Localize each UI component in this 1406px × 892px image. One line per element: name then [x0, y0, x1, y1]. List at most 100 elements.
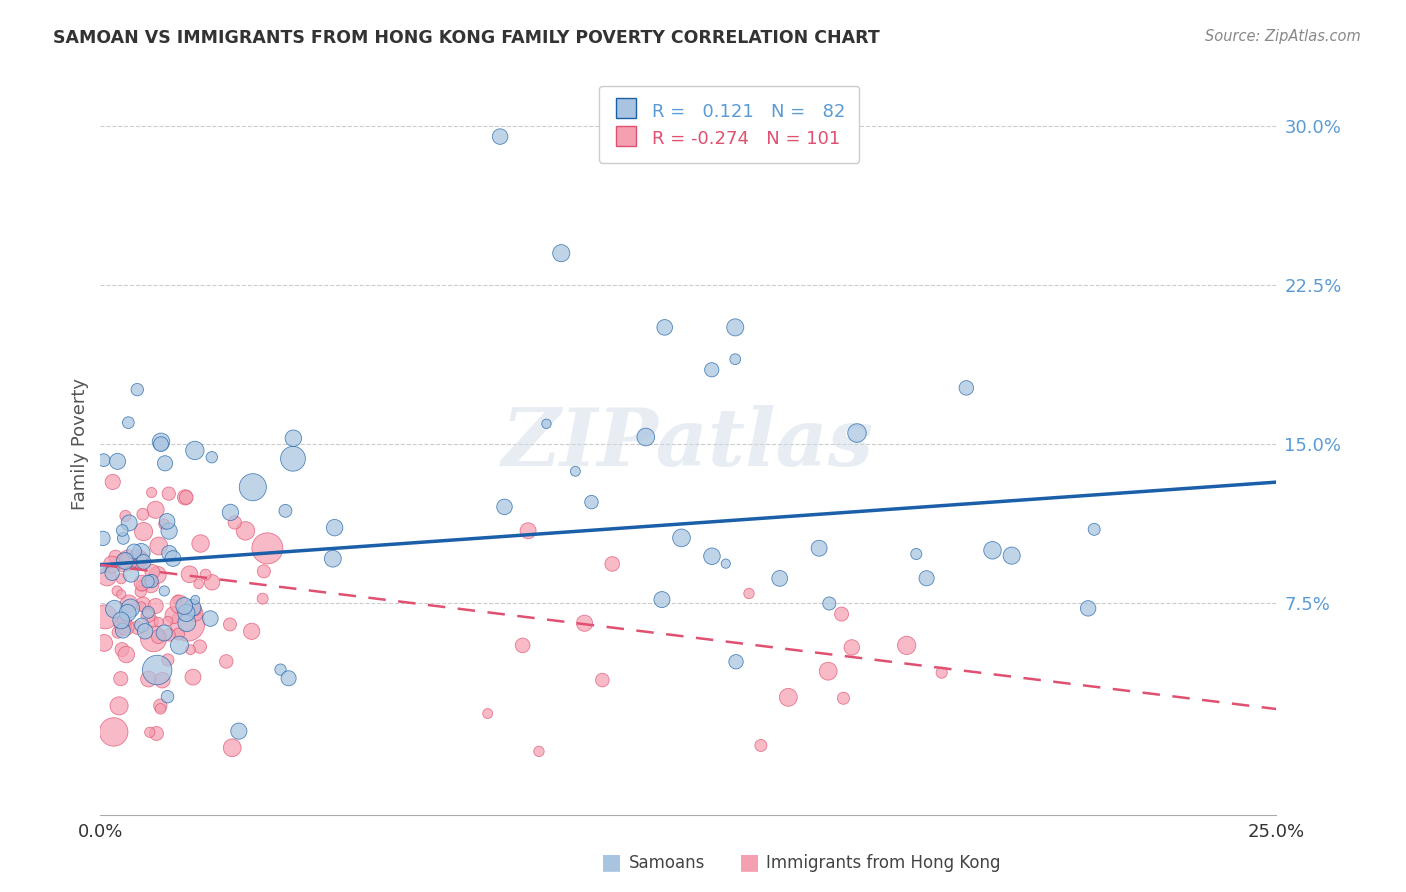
Point	[173, 602, 195, 616]
Point	[108, 698, 131, 713]
Point	[134, 624, 156, 639]
Point	[153, 456, 176, 470]
Point	[104, 549, 127, 564]
Point	[169, 638, 191, 652]
Point	[270, 663, 292, 677]
Point	[110, 587, 132, 601]
Point	[749, 739, 772, 753]
Point	[114, 620, 136, 634]
Point	[184, 443, 207, 458]
Point	[224, 516, 246, 530]
Point	[654, 320, 676, 334]
Point	[591, 673, 613, 687]
Point	[240, 624, 263, 639]
Point	[145, 599, 167, 613]
Point	[700, 549, 723, 564]
Point	[817, 664, 839, 678]
Point	[724, 320, 747, 334]
Point	[131, 579, 153, 593]
Point	[149, 702, 172, 716]
Point	[700, 363, 723, 377]
Point	[162, 551, 184, 566]
Point	[127, 551, 149, 566]
Point	[235, 524, 257, 538]
Point	[142, 632, 165, 646]
Point	[201, 575, 224, 590]
Point	[157, 524, 180, 538]
Point	[114, 508, 136, 523]
Text: Source: ZipAtlas.com: Source: ZipAtlas.com	[1205, 29, 1361, 44]
Point	[145, 726, 167, 740]
Point	[166, 592, 188, 607]
Point	[101, 566, 124, 581]
Point	[93, 636, 115, 650]
Point	[150, 673, 173, 688]
Point	[117, 552, 139, 566]
Point	[808, 541, 831, 556]
Point	[118, 516, 141, 530]
Point	[176, 617, 198, 632]
Point	[179, 567, 201, 582]
Point	[148, 630, 170, 644]
Point	[131, 618, 153, 632]
Point	[778, 690, 800, 705]
Point	[141, 614, 163, 628]
Point	[841, 640, 863, 655]
Point	[112, 556, 135, 570]
Text: Samoans: Samoans	[628, 855, 704, 872]
Point	[527, 744, 550, 758]
Point	[651, 592, 673, 607]
Text: ZIPatlas: ZIPatlas	[502, 405, 875, 483]
Point	[277, 671, 299, 685]
Point	[184, 607, 207, 621]
Point	[181, 670, 204, 684]
Point	[846, 425, 869, 440]
Point	[139, 573, 162, 587]
Point	[120, 567, 142, 582]
Point	[215, 655, 238, 669]
Point	[110, 572, 132, 586]
Point	[769, 571, 792, 585]
Point	[219, 617, 242, 632]
Y-axis label: Family Poverty: Family Poverty	[72, 378, 89, 510]
Point	[138, 672, 160, 686]
Point	[114, 554, 136, 568]
Point	[114, 614, 136, 628]
Point	[671, 531, 693, 545]
Point	[256, 541, 278, 556]
Point	[110, 672, 132, 686]
Point	[219, 505, 242, 519]
Point	[132, 508, 155, 522]
Point	[1083, 522, 1105, 536]
Point	[117, 606, 139, 620]
Point	[132, 555, 155, 569]
Point	[156, 653, 179, 667]
Point	[981, 543, 1004, 558]
Point	[184, 602, 207, 616]
Point	[174, 491, 197, 505]
Point	[831, 607, 853, 621]
Point	[148, 615, 170, 629]
Point	[167, 627, 190, 641]
Point	[105, 584, 128, 599]
Point	[90, 561, 112, 575]
Point	[117, 555, 139, 569]
Point	[176, 606, 198, 620]
Point	[122, 544, 145, 558]
Point	[156, 614, 179, 628]
Point	[169, 598, 191, 612]
Legend: R =   0.121   N =   82, R = -0.274   N = 101: R = 0.121 N = 82, R = -0.274 N = 101	[599, 86, 859, 162]
Point	[157, 486, 180, 500]
Point	[564, 464, 586, 478]
Point	[149, 698, 172, 713]
Point	[242, 480, 264, 494]
Point	[489, 129, 512, 144]
Point	[176, 615, 198, 630]
Point	[896, 639, 918, 653]
Point	[139, 725, 162, 739]
Point	[111, 624, 134, 638]
Point	[153, 583, 176, 598]
Point	[281, 451, 304, 466]
Point	[228, 724, 250, 739]
Point	[148, 539, 170, 553]
